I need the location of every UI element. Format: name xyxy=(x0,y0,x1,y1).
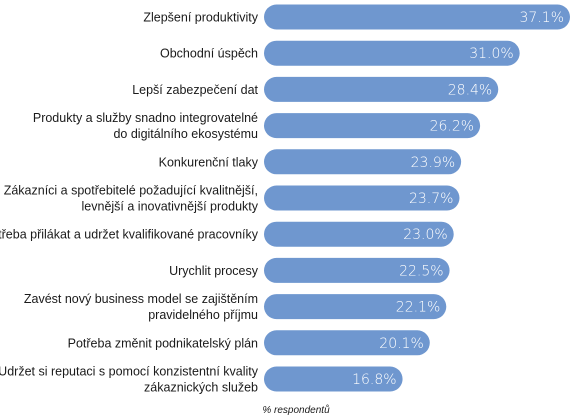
category-label: Zlepšení produktivity xyxy=(143,11,258,25)
bar-value-label: 20.1% xyxy=(379,336,423,352)
category-label: do digitálního ekosystému xyxy=(113,127,258,141)
category-label: Potřeba přilákat a udržet kvalifikované … xyxy=(0,228,259,242)
bar xyxy=(264,149,462,175)
bar-value-label: 37.1% xyxy=(520,10,564,26)
bar xyxy=(264,257,450,283)
bar xyxy=(264,366,403,392)
category-label: pravidelného příjmu xyxy=(148,308,258,322)
category-label: Potřeba změnit podnikatelský plán xyxy=(68,336,258,350)
bar-value-label: 28.4% xyxy=(448,82,492,98)
category-label: Obchodní úspěch xyxy=(160,47,258,61)
category-label: Produkty a služby snadno integrovatelné xyxy=(33,111,258,125)
bar xyxy=(264,221,454,247)
bar-value-label: 23.7% xyxy=(409,191,453,207)
category-label: Urychlit procesy xyxy=(169,264,259,278)
bar xyxy=(264,294,447,320)
category-label: levnější a inovativnější produkty xyxy=(82,200,259,214)
category-label: zákaznických služeb xyxy=(144,381,258,395)
bar xyxy=(264,76,499,102)
category-label: Zavést nový business model se zajištěním xyxy=(24,292,258,306)
bar-value-label: 31.0% xyxy=(469,46,513,62)
bar-value-label: 22.1% xyxy=(396,300,440,316)
category-label: Lepší zabezpečení dat xyxy=(132,83,258,97)
bar xyxy=(264,113,481,139)
bar-value-label: 16.8% xyxy=(352,372,396,388)
category-label: Udržet si reputaci s pomocí konzistentní… xyxy=(0,365,259,379)
x-axis-label: % respondentů xyxy=(262,404,330,416)
category-label: Zákazníci a spotřebitelé požadující kval… xyxy=(4,184,258,198)
bars-group: 37.1% Zlepšení produktivity 31.0% Obchodní … xyxy=(0,4,570,395)
bar-value-label: 22.5% xyxy=(399,263,443,279)
bar xyxy=(264,330,430,356)
category-label: Konkurenční tlaky xyxy=(159,155,259,169)
bar-value-label: 23.0% xyxy=(403,227,447,243)
bar-value-label: 23.9% xyxy=(411,155,455,171)
bar xyxy=(264,40,520,66)
bar xyxy=(264,4,570,30)
bar xyxy=(264,185,460,211)
bar-value-label: 26.2% xyxy=(430,119,474,135)
